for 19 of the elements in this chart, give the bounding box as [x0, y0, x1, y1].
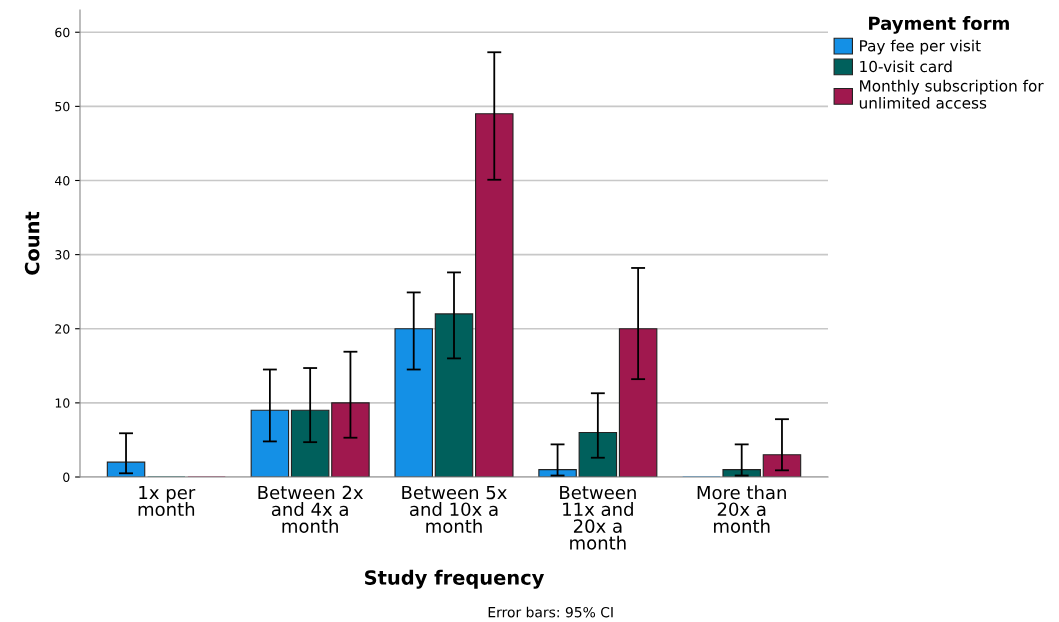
text: Error bars: 95% CI [488, 606, 613, 618]
x-tick-label: Between 2x and 4x a month [258, 485, 364, 533]
legend-title: Payment form [869, 16, 1009, 34]
legend-label: Monthly subscription for unlimited access [859, 79, 1044, 109]
x-tick-label: Between 5x and 10x a month [402, 485, 507, 533]
y-tick-label: 10 [55, 398, 70, 408]
y-tick-label: 50 [55, 101, 70, 112]
y-tick-label: 40 [54, 175, 70, 186]
y-tick-label: 30 [55, 250, 70, 260]
x-tick-label: More than 20x a month [697, 485, 786, 533]
legend-label: Pay fee per visit [860, 39, 981, 55]
x-axis-title: Study frequency [365, 569, 545, 589]
legend-label: 10-visit card [860, 60, 952, 73]
y-tick-label: 20 [55, 324, 70, 334]
x-tick-label: Between 11x and 20x a month [560, 485, 636, 550]
x-tick-label: 1x per month [138, 485, 196, 517]
y-tick-label: 0 [63, 472, 70, 482]
y-axis-title: Count [24, 211, 40, 275]
y-tick-label: 60 [55, 27, 70, 38]
